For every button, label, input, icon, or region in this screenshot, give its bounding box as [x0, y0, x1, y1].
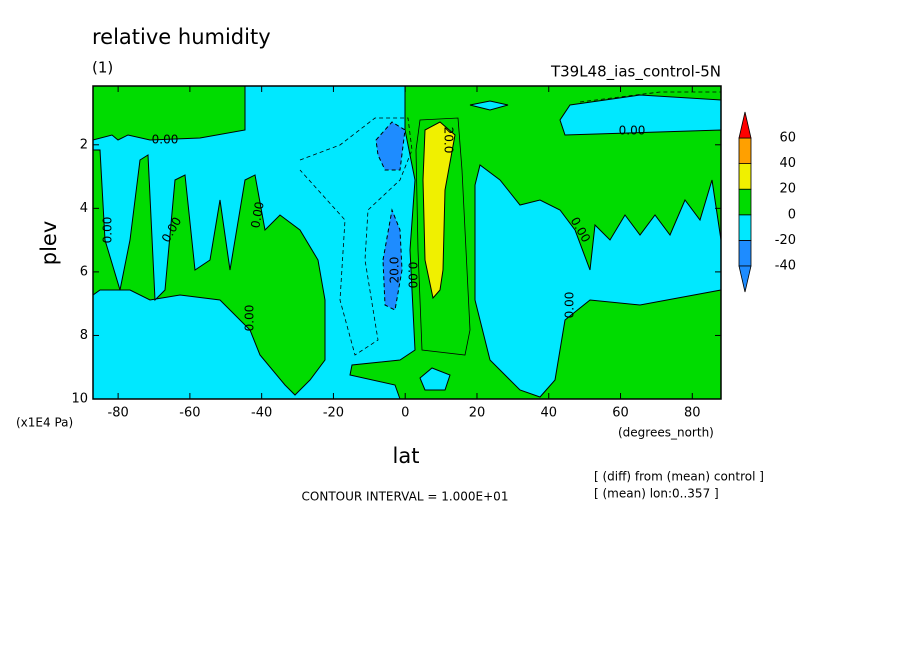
x-tick-label: 20: [469, 406, 486, 421]
contour-label: 20.0: [442, 127, 456, 154]
x-tick-label: -80: [108, 406, 129, 421]
colorbar-arrow: [738, 265, 752, 293]
note: [ (diff) from (mean) control ]: [594, 470, 764, 484]
x-axis-label: lat: [393, 444, 420, 468]
y-tick-label: 2: [80, 137, 88, 152]
contour-label: 0.00: [563, 292, 577, 319]
contour-fill: [375, 121, 406, 171]
contour-fill: [382, 208, 403, 311]
colorbar-label: 40: [779, 156, 796, 171]
contour-label: 20.0: [388, 257, 402, 284]
contour-line: [415, 117, 471, 356]
x-tick-label: -20: [323, 406, 344, 421]
colorbar-label: 0: [788, 207, 796, 222]
contour-label: 0.00: [248, 201, 266, 230]
contour-line: [579, 91, 721, 103]
contour-fill: [422, 121, 456, 300]
y-axis-label: plev: [37, 221, 61, 266]
colorbar-box: [738, 137, 752, 165]
contour-interval: CONTOUR INTERVAL = 1.000E+01: [302, 490, 509, 504]
colorbar-box: [738, 188, 752, 216]
note: [ (mean) lon:0..357 ]: [594, 487, 719, 501]
chart-title: relative humidity: [92, 25, 271, 49]
x-tick-label: 60: [612, 406, 629, 421]
contour-line: [299, 117, 413, 356]
contour-label: 0.00: [101, 217, 115, 244]
y-tick-label: 4: [80, 201, 88, 216]
contour-fill: [92, 85, 246, 141]
x-tick-label: -60: [179, 406, 200, 421]
x-tick-label: -40: [251, 406, 272, 421]
colorbar-label: 20: [779, 182, 796, 197]
colorbar-arrow: [738, 111, 752, 139]
colorbar-label: -20: [775, 233, 796, 248]
contour-fill: [419, 367, 451, 391]
colorbar-box: [738, 239, 752, 267]
contour-label: 0.00: [243, 305, 257, 332]
colorbar-label: -40: [775, 259, 796, 274]
colorbar-label: 60: [779, 131, 796, 146]
chart-subtitle: (1): [92, 59, 113, 77]
contour-fill: [469, 100, 509, 111]
plot-area: [92, 85, 722, 400]
y-tick-label: 8: [80, 328, 88, 343]
plot-frame: [92, 85, 722, 400]
y-tick-label: 6: [80, 264, 88, 279]
x-tick-label: 0: [401, 406, 409, 421]
run-label: T39L48_ias_control-5N: [550, 63, 721, 82]
colorbar-box: [738, 163, 752, 190]
y-axis-unit: (x1E4 Pa): [16, 416, 73, 430]
colorbar-box: [738, 214, 752, 241]
contour-label: 0.00: [152, 133, 179, 147]
x-tick-label: 40: [540, 406, 557, 421]
x-tick-label: 80: [684, 406, 701, 421]
contour-fill: [92, 149, 326, 396]
contour-label: 0.00: [406, 262, 420, 289]
y-tick-label: 10: [71, 392, 88, 407]
contour-label: 0.00: [619, 124, 646, 138]
x-axis-unit: (degrees_north): [618, 426, 714, 440]
